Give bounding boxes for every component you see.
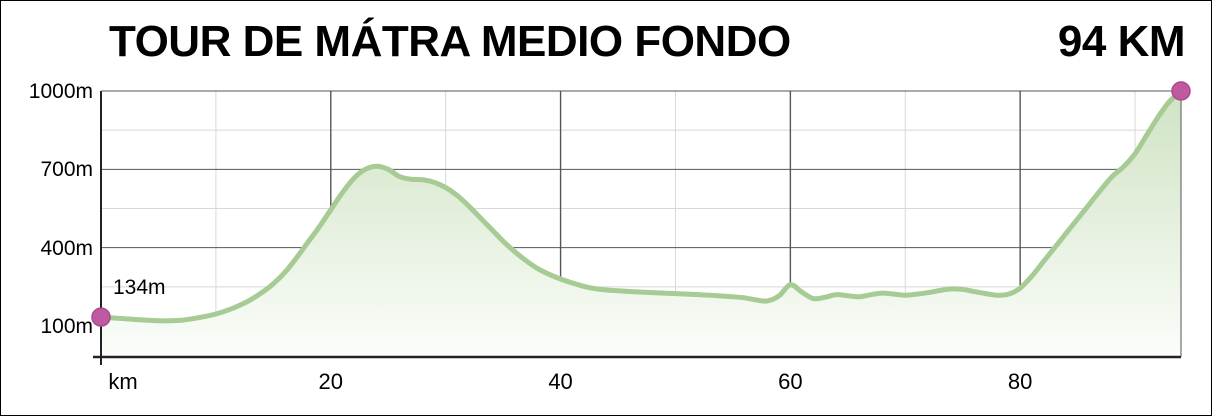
total-distance-label: 94 KM (1057, 17, 1186, 66)
elevation-plot-svg (91, 81, 1191, 365)
x-tick-km: km (108, 369, 138, 394)
y-tick-400m: 400m (1, 238, 93, 259)
y-tick-label: 1000m (28, 80, 93, 103)
elevation-markers (91, 81, 1191, 327)
x-tick-60: 60 (778, 369, 803, 394)
page-title: TOUR DE MÁTRA MEDIO FONDO (109, 17, 791, 66)
elevation-marker-start (91, 307, 111, 327)
header: TOUR DE MÁTRA MEDIO FONDO 94 KM (1, 1, 1211, 79)
elevation-chart: 1000m 700m 400m 100m km 20 40 60 80 134m (1, 79, 1211, 415)
y-tick-100m: 100m (1, 316, 93, 337)
y-tick-label: 100m (40, 315, 93, 338)
y-tick-1000m: 1000m (1, 81, 93, 102)
start-elevation-annotation: 134m (113, 276, 166, 300)
elevation-line (98, 88, 1184, 324)
x-tick-20: 20 (318, 369, 344, 394)
y-tick-label: 400m (40, 236, 93, 260)
x-tick-40: 40 (548, 369, 573, 394)
elevation-area-fill (101, 91, 1181, 357)
x-tick-80: 80 (1007, 369, 1033, 394)
y-tick-label: 700m (40, 158, 93, 182)
elevation-marker-finish (1171, 81, 1191, 101)
y-tick-700m: 700m (1, 159, 93, 180)
